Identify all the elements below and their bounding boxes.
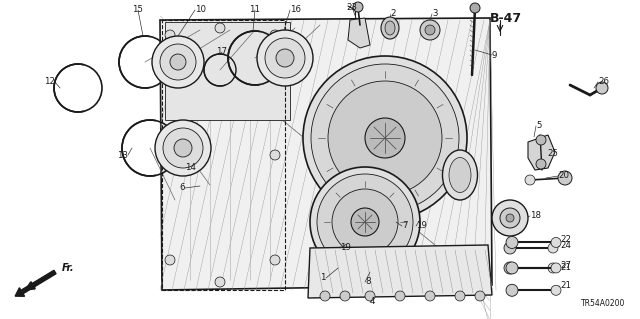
Circle shape <box>351 208 379 236</box>
Circle shape <box>270 30 280 40</box>
Text: B-47: B-47 <box>490 12 522 25</box>
Circle shape <box>165 30 175 40</box>
Text: 4: 4 <box>370 298 376 307</box>
Circle shape <box>257 30 313 86</box>
Text: 26: 26 <box>598 78 609 86</box>
Text: 2: 2 <box>390 10 396 19</box>
Text: 14: 14 <box>185 164 196 173</box>
Circle shape <box>536 135 546 145</box>
Polygon shape <box>308 245 492 298</box>
Circle shape <box>492 200 528 236</box>
Text: 1: 1 <box>321 273 326 283</box>
Circle shape <box>270 150 280 160</box>
Circle shape <box>551 237 561 248</box>
Circle shape <box>163 128 203 168</box>
Circle shape <box>155 120 211 176</box>
Text: 6: 6 <box>179 183 185 192</box>
Circle shape <box>558 171 572 185</box>
Text: 7: 7 <box>402 221 408 231</box>
Circle shape <box>506 236 518 249</box>
Text: 22: 22 <box>560 235 571 244</box>
Circle shape <box>425 25 435 35</box>
Circle shape <box>165 150 175 160</box>
Circle shape <box>332 189 398 255</box>
Circle shape <box>475 291 485 301</box>
Circle shape <box>303 56 467 220</box>
Circle shape <box>548 243 558 253</box>
Circle shape <box>506 214 514 222</box>
Circle shape <box>174 139 192 157</box>
Circle shape <box>265 38 305 78</box>
Text: 20: 20 <box>558 172 569 181</box>
Text: 8: 8 <box>365 278 371 286</box>
Text: TR54A0200: TR54A0200 <box>580 299 625 308</box>
Text: 13: 13 <box>117 151 128 160</box>
Circle shape <box>328 81 442 195</box>
Text: 23: 23 <box>346 3 358 11</box>
Text: 3: 3 <box>432 10 438 19</box>
Ellipse shape <box>449 158 471 192</box>
Circle shape <box>504 242 516 254</box>
Ellipse shape <box>381 17 399 39</box>
Circle shape <box>548 263 558 273</box>
Circle shape <box>425 291 435 301</box>
Ellipse shape <box>385 21 395 35</box>
Circle shape <box>311 64 459 212</box>
Circle shape <box>506 262 518 274</box>
Text: 10: 10 <box>195 5 206 14</box>
Text: 17: 17 <box>216 48 227 56</box>
Text: 19: 19 <box>416 221 427 231</box>
Circle shape <box>455 291 465 301</box>
Circle shape <box>470 3 480 13</box>
Circle shape <box>551 263 561 273</box>
Circle shape <box>525 175 535 185</box>
Circle shape <box>551 285 561 295</box>
Polygon shape <box>528 135 555 170</box>
Polygon shape <box>160 18 492 290</box>
Circle shape <box>276 49 294 67</box>
Circle shape <box>152 36 204 88</box>
Text: 15: 15 <box>132 5 143 14</box>
Text: 16: 16 <box>290 5 301 14</box>
Circle shape <box>365 118 405 158</box>
Circle shape <box>320 291 330 301</box>
Circle shape <box>506 284 518 296</box>
Circle shape <box>310 167 420 277</box>
Circle shape <box>340 291 350 301</box>
Circle shape <box>536 159 546 169</box>
Text: 9: 9 <box>492 50 497 60</box>
Text: Fr.: Fr. <box>62 263 75 273</box>
Text: 18: 18 <box>530 211 541 220</box>
Circle shape <box>596 82 608 94</box>
Circle shape <box>500 208 520 228</box>
Circle shape <box>160 44 196 80</box>
Circle shape <box>504 262 516 274</box>
Ellipse shape <box>442 150 477 200</box>
Text: 19: 19 <box>340 243 351 253</box>
Polygon shape <box>165 22 290 120</box>
Circle shape <box>215 23 225 33</box>
Text: 27: 27 <box>560 262 571 271</box>
Text: 24: 24 <box>560 241 571 250</box>
Circle shape <box>317 174 413 270</box>
Text: 11: 11 <box>250 5 260 14</box>
Text: 5: 5 <box>536 122 541 130</box>
Text: 25: 25 <box>547 149 558 158</box>
Circle shape <box>215 277 225 287</box>
FancyArrow shape <box>15 270 56 296</box>
Text: 21: 21 <box>560 281 571 291</box>
Circle shape <box>420 20 440 40</box>
Circle shape <box>395 291 405 301</box>
Text: 12: 12 <box>44 78 55 86</box>
Circle shape <box>165 255 175 265</box>
Circle shape <box>170 54 186 70</box>
Circle shape <box>270 255 280 265</box>
Text: 21: 21 <box>560 263 571 272</box>
Circle shape <box>365 291 375 301</box>
Polygon shape <box>348 18 370 48</box>
Circle shape <box>353 2 363 12</box>
